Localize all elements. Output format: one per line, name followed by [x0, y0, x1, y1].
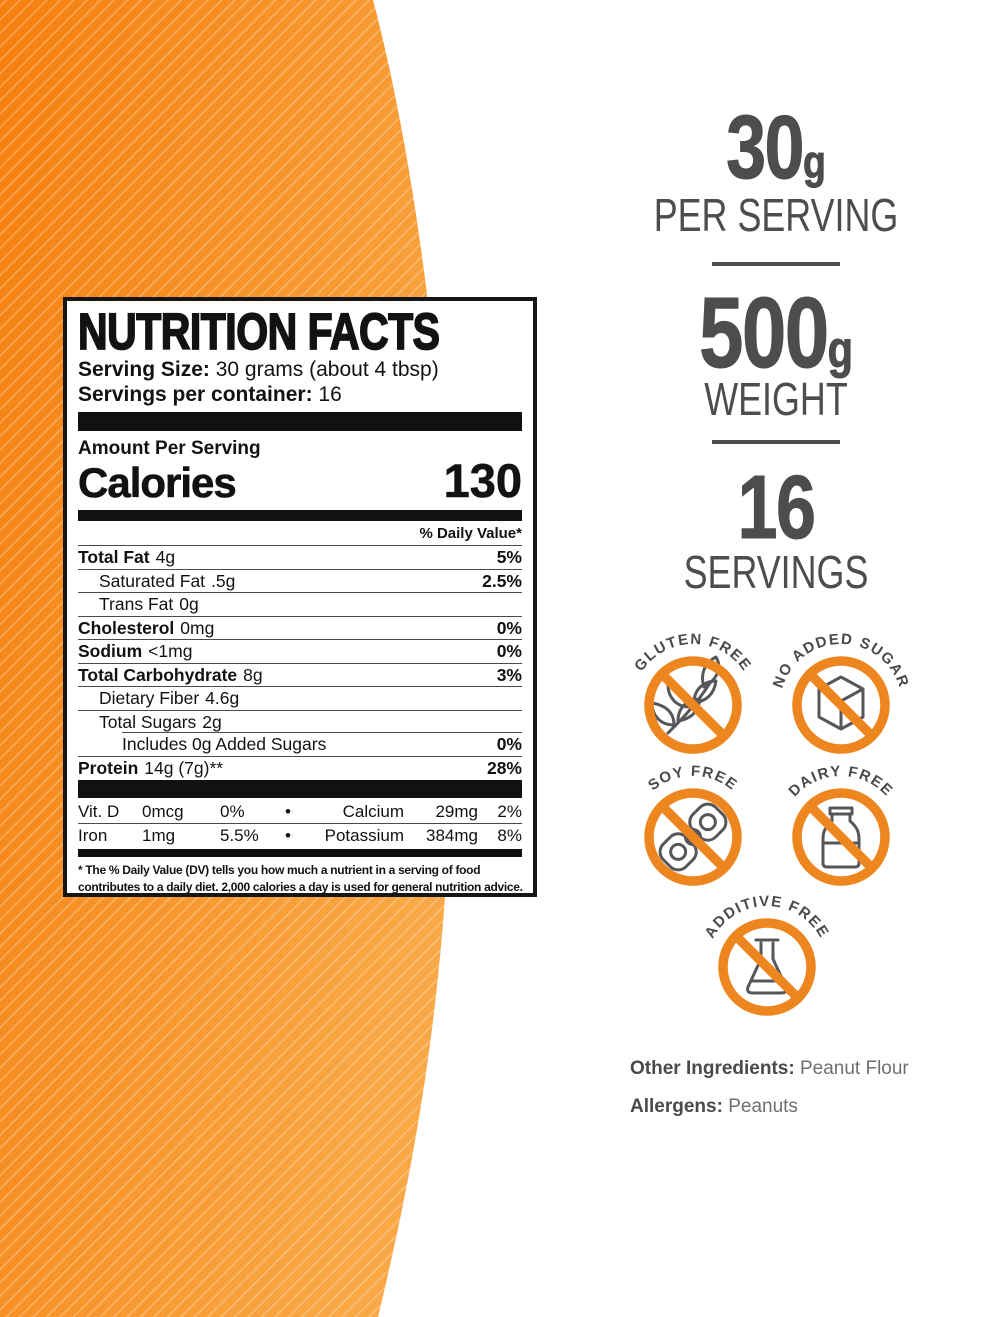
nutrient-amount: 4g	[155, 547, 176, 567]
nutrient-row: Dietary Fiber 4.6g	[78, 687, 522, 711]
nutrient-daily-value: 5%	[496, 547, 522, 567]
bullet-separator: •	[285, 825, 291, 845]
nutrient-daily-value: 0%	[496, 734, 522, 754]
divider-bar	[78, 849, 522, 857]
per-serving-label: PER SERVING	[653, 189, 899, 241]
badge-additive-free: ADDITIVE FREE	[701, 893, 832, 1016]
nutrient-amount: .5g	[211, 570, 236, 591]
daily-value-header: % Daily Value*	[78, 521, 522, 546]
bullet-separator: •	[285, 801, 291, 821]
nutrient-row: Total Fat 4g 5%	[78, 546, 522, 570]
nutrient-name: Total Fat	[78, 547, 150, 567]
nutrient-daily-value: 0%	[496, 617, 522, 638]
nutrient-row: Cholesterol 0mg 0%	[78, 617, 522, 640]
nutrient-row: Total Sugars 2g	[78, 711, 522, 734]
nutrient-daily-value: 3%	[496, 664, 522, 685]
nutrient-name: Total Carbohydrate	[78, 664, 238, 685]
nutrient-row: Sodium <1mg 0%	[78, 640, 522, 664]
nutrient-name: Includes 0g Added Sugars	[122, 734, 327, 754]
nutrient-name: Sodium	[78, 641, 143, 661]
micronutrient-row: Vit. D 0mcg 0% • Calcium 29mg 2%	[78, 800, 522, 824]
nutrient-row: Includes 0g Added Sugars 0%	[78, 733, 522, 757]
nutrient-amount: 8g	[243, 664, 263, 685]
weight-amount: 500g	[698, 277, 854, 389]
divider-bar	[78, 510, 522, 521]
nutrient-amount: 2g	[202, 711, 222, 732]
badge-no-added-sugar: NO ADDED SUGAR	[770, 631, 911, 754]
daily-value-footnote: * The % Daily Value (DV) tells you how m…	[78, 863, 523, 894]
nutrient-name: Dietary Fiber	[99, 688, 200, 708]
micronutrient-row: Iron 1mg 5.5% • Potassium 384mg 8%	[78, 825, 522, 845]
nutrient-name: Total Sugars	[99, 711, 197, 732]
badge-soy-free: SOY FREE	[644, 763, 742, 886]
stat-divider	[712, 440, 840, 444]
svg-text:ADDITIVE FREE: ADDITIVE FREE	[701, 893, 832, 941]
svg-text:GLUTEN FREE: GLUTEN FREE	[631, 631, 755, 675]
nutrient-daily-value: 2.5%	[482, 570, 522, 591]
per-serving-amount: 30g	[726, 98, 827, 198]
nutrient-amount: 0g	[179, 594, 199, 614]
badge-gluten-free: GLUTEN FREE	[631, 631, 755, 754]
amount-per-serving: Amount Per Serving	[78, 438, 261, 459]
servings-label: SERVINGS	[683, 546, 869, 598]
nutrient-row: Protein 14g (7g)** 28%	[78, 757, 522, 780]
nutrient-rows: Total Fat 4g 5% Saturated Fat .5g 2.5% T…	[78, 546, 522, 779]
nutrient-name: Protein	[78, 757, 139, 778]
nutrition-facts-label: NUTRITION FACTS Serving Size: 30 grams (…	[63, 297, 537, 897]
nutrient-row: Trans Fat 0g	[78, 593, 522, 617]
nutrient-daily-value: 28%	[486, 757, 522, 778]
nutrient-row: Total Carbohydrate 8g 3%	[78, 664, 522, 687]
calories-row: Calories 130	[78, 454, 523, 507]
divider-bar	[78, 780, 522, 798]
nutrient-amount: 4.6g	[205, 688, 240, 708]
label-title: NUTRITION FACTS	[77, 302, 440, 361]
calories-label: Calories	[78, 459, 237, 506]
stat-divider	[712, 262, 840, 266]
badge-dairy-free: DAIRY FREE	[785, 763, 895, 886]
nutrient-daily-value: 0%	[496, 641, 522, 661]
nutrient-amount: 14g (7g)**	[144, 757, 224, 778]
servings-per-container-line: Servings per container: 16	[78, 383, 342, 406]
nutrient-name: Cholesterol	[78, 617, 175, 638]
nutrient-amount: <1mg	[148, 641, 193, 661]
nutrient-name: Trans Fat	[99, 594, 174, 614]
servings-amount: 16	[737, 458, 816, 558]
calories-value: 130	[443, 454, 522, 507]
weight-label: WEIGHT	[704, 373, 848, 425]
divider-bar	[78, 412, 522, 431]
nutrient-name: Saturated Fat	[99, 570, 206, 591]
nutrient-amount: 0mg	[180, 617, 215, 638]
other-ingredients-line: Other Ingredients: Peanut Flour	[630, 1058, 909, 1079]
micronutrient-rows: Vit. D 0mcg 0% • Calcium 29mg 2% Iron 1m…	[78, 800, 522, 847]
nutrient-row: Saturated Fat .5g 2.5%	[78, 570, 522, 593]
allergens-line: Allergens: Peanuts	[630, 1096, 798, 1117]
serving-size-line: Serving Size: 30 grams (about 4 tbsp)	[78, 358, 439, 381]
